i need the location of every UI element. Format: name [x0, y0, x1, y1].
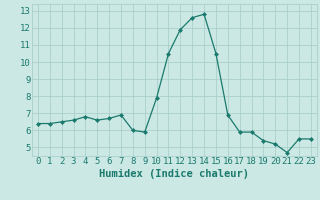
X-axis label: Humidex (Indice chaleur): Humidex (Indice chaleur) [100, 169, 249, 179]
